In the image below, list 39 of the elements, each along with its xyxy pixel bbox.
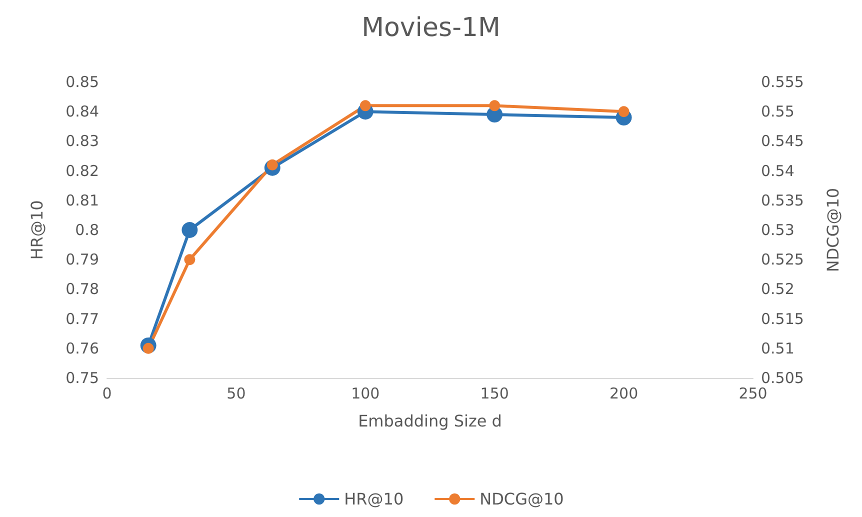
- x-axis-title: Embadding Size d: [358, 412, 502, 430]
- x-tick-label: 100: [351, 384, 380, 402]
- y-tick-label: 0.83: [66, 132, 99, 150]
- y-tick-label: 0.85: [66, 73, 99, 91]
- chart-title: Movies-1M: [362, 13, 500, 43]
- x-tick-label: 200: [609, 384, 638, 402]
- y-tick-label: 0.81: [66, 191, 99, 210]
- x-tick-label: 50: [226, 384, 246, 402]
- point: [618, 106, 630, 118]
- x-tick-label: 0: [102, 384, 112, 402]
- y-tick-label: 0.76: [66, 339, 99, 358]
- y2-tick-label: 0.51: [761, 339, 794, 358]
- y2-axis-title: NDCG@10: [824, 188, 842, 272]
- point: [182, 222, 198, 238]
- y2-tick-label: 0.535: [761, 191, 804, 210]
- y2-tick-label: 0.515: [761, 310, 804, 328]
- y2-tick-label: 0.555: [761, 73, 804, 91]
- y-tick-label: 0.82: [66, 162, 99, 180]
- y-tick-label: 0.77: [66, 310, 99, 328]
- x-tick-label: 250: [738, 384, 768, 402]
- y-axis-title: HR@10: [28, 200, 46, 260]
- y-tick-label: 0.78: [66, 280, 99, 298]
- point: [489, 100, 500, 112]
- y2-tick-label: 0.53: [761, 221, 794, 239]
- legend-label: HR@10: [344, 490, 404, 508]
- point: [184, 254, 196, 266]
- legend-label: NDCG@10: [480, 490, 564, 508]
- y-tick-label: 0.84: [66, 102, 99, 121]
- point: [360, 100, 371, 112]
- y-tick-label: 0.8: [75, 221, 99, 239]
- y2-tick-label: 0.545: [761, 132, 804, 150]
- y2-tick-label: 0.505: [761, 369, 804, 387]
- y2-tick-label: 0.525: [761, 250, 804, 269]
- y-tick-label: 0.79: [66, 250, 99, 269]
- x-tick-label: 150: [480, 384, 509, 402]
- y2-tick-label: 0.54: [761, 162, 794, 180]
- y2-tick-label: 0.52: [761, 280, 794, 298]
- y2-tick-label: 0.55: [761, 102, 794, 121]
- y-tick-label: 0.75: [66, 369, 99, 387]
